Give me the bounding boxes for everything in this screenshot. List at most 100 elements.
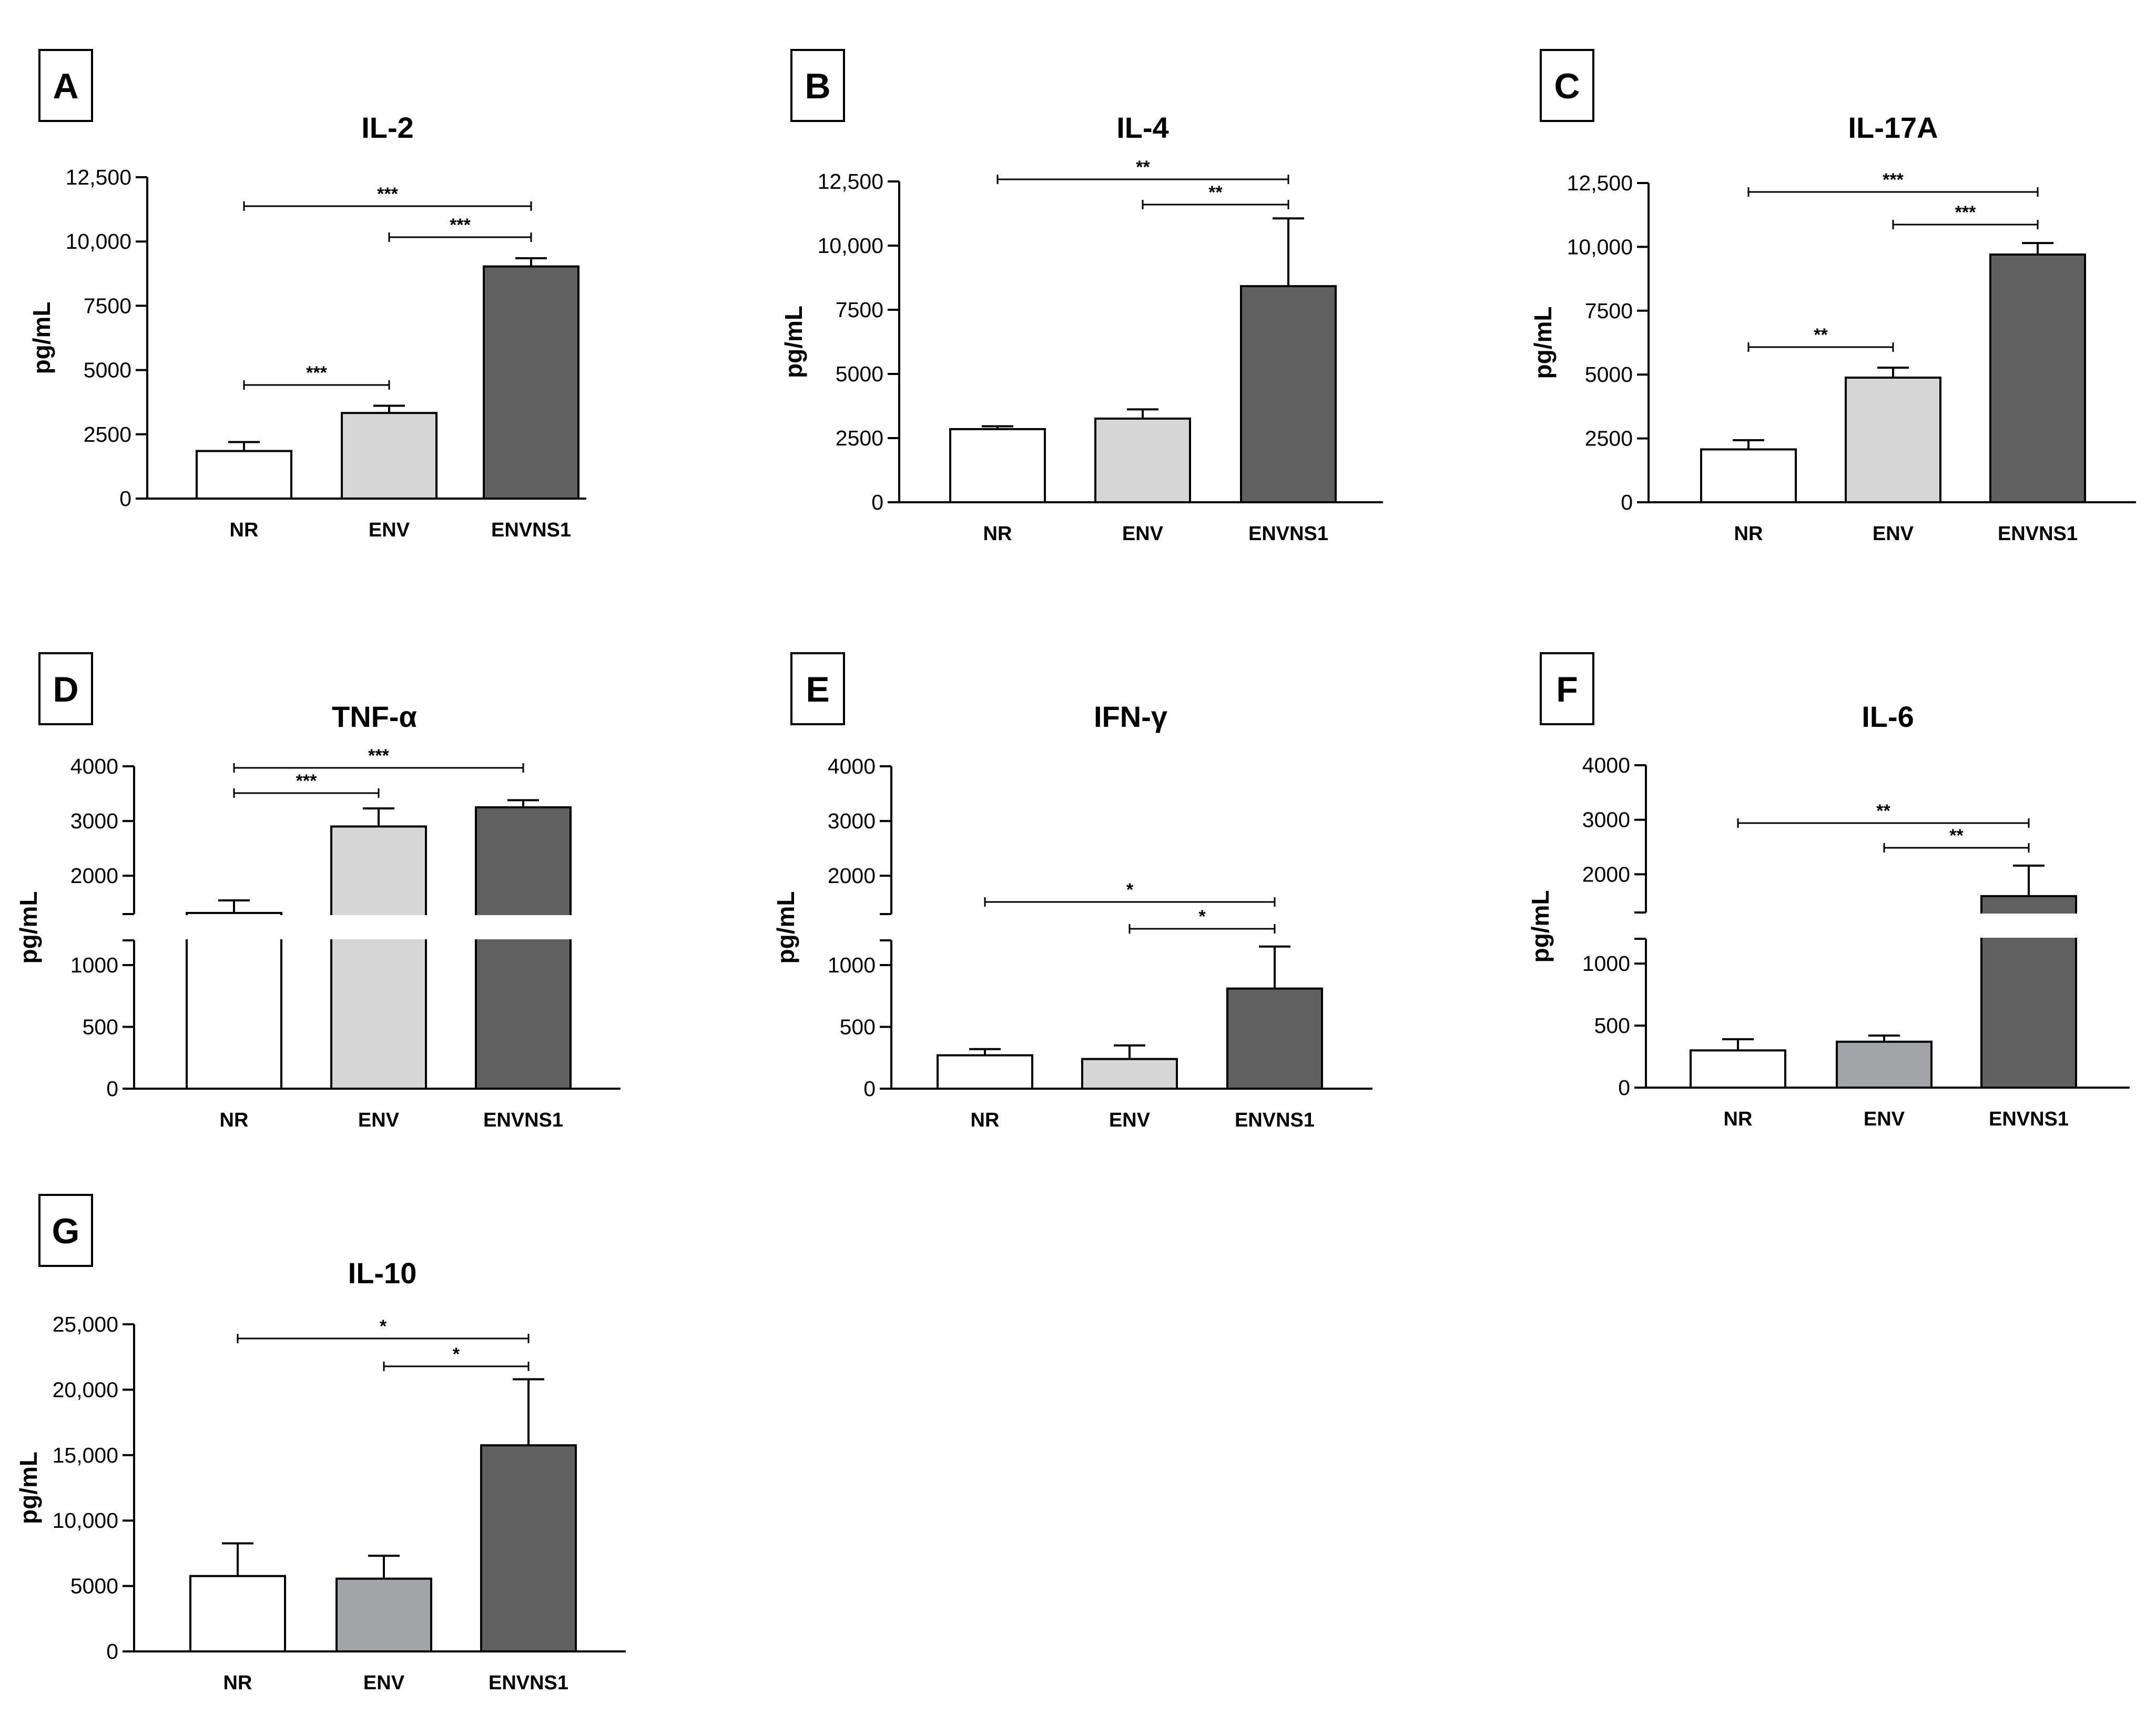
bar-envns1: [483, 265, 579, 500]
panel-label-box: [790, 49, 845, 122]
significance-label: ***: [1883, 170, 1904, 190]
significance-label: *: [453, 1344, 460, 1364]
axis-break-gap: [1630, 914, 2135, 938]
bar-nr: [1690, 1049, 1786, 1089]
x-tick-label: NR: [1734, 523, 1763, 545]
y-axis-label: pg/mL: [780, 306, 807, 378]
y-tick-label: 0: [863, 1077, 876, 1101]
panel-label-box: [38, 652, 93, 725]
bar-nr: [186, 911, 282, 1090]
y-tick-label: 0: [106, 1639, 118, 1664]
y-tick-label: 1000: [1582, 951, 1630, 976]
chart-title: IL-10: [348, 1256, 417, 1290]
y-tick-label: 12,500: [1567, 171, 1633, 195]
x-tick-label: ENV: [363, 1672, 405, 1694]
bar-nr: [949, 428, 1046, 503]
x-tick-label: ENV: [1109, 1109, 1151, 1131]
significance-label: **: [1949, 826, 1964, 846]
y-tick-label: 4000: [1582, 753, 1630, 777]
significance-label: *: [1198, 907, 1206, 927]
significance-label: ***: [377, 184, 398, 204]
x-tick-label: ENVNS1: [491, 519, 571, 541]
y-tick-label: 0: [1621, 490, 1633, 514]
bar-env: [341, 412, 438, 500]
y-axis-label: pg/mL: [1529, 307, 1557, 379]
x-tick-label: ENVNS1: [1248, 523, 1328, 545]
significance-label: *: [1126, 880, 1134, 900]
x-tick-label: NR: [223, 1672, 252, 1694]
panel-label: D: [53, 670, 78, 709]
significance-label: ***: [306, 363, 327, 383]
y-tick-label: 500: [1594, 1013, 1630, 1038]
y-tick-label: 3000: [70, 809, 118, 833]
y-tick-label: 5000: [1585, 362, 1633, 387]
panel-D: D TNF-α 0 500 1000 2000 3000 4000 pg/mL NR ENV ENVN…: [15, 652, 626, 1131]
bar-nr: [1700, 448, 1797, 503]
bar-nr: [189, 1575, 286, 1652]
x-tick-label: NR: [1724, 1108, 1753, 1130]
bar-envns1: [475, 806, 572, 1090]
significance-label: ***: [1955, 202, 1976, 222]
y-tick-label: 4000: [828, 754, 876, 778]
bar-nr: [937, 1054, 1033, 1090]
significance-label: **: [1136, 157, 1150, 177]
panel-A: A IL-2 0 2500 5000 7500 10,000 12,500 pg/mL NR ENV…: [28, 49, 586, 541]
panel-G: G IL-10 0 5000 10,000 15,000 20,000 25,000 pg/mL…: [15, 1194, 626, 1694]
bar-envns1: [1989, 253, 2086, 503]
y-tick-label: 2500: [84, 422, 131, 447]
bar-nr: [196, 450, 292, 500]
y-tick-label: 5000: [70, 1574, 118, 1598]
bar-env: [330, 825, 427, 1090]
panel-label-box: [1540, 652, 1594, 725]
chart-title: TNF-α: [332, 700, 417, 733]
y-tick-label: 2000: [828, 864, 876, 888]
axis-break-gap: [876, 915, 1378, 939]
y-tick-label: 10,000: [1567, 235, 1633, 259]
panel-label: G: [52, 1211, 80, 1251]
y-tick-label: 0: [106, 1077, 118, 1101]
x-tick-label: ENVNS1: [483, 1109, 563, 1131]
x-tick-label: NR: [971, 1109, 1000, 1131]
y-tick-label: 12,500: [818, 169, 883, 194]
y-tick-label: 5000: [84, 358, 131, 382]
panel-label-box: [38, 49, 93, 122]
y-tick-label: 2500: [1585, 427, 1633, 451]
x-tick-label: NR: [983, 523, 1012, 545]
x-tick-label: ENVNS1: [489, 1672, 568, 1694]
y-axis-label: pg/mL: [1527, 890, 1554, 963]
significance-label: ***: [368, 746, 389, 766]
x-tick-label: ENV: [369, 519, 410, 541]
chart-title: IL-2: [361, 111, 414, 144]
y-axis-label: pg/mL: [28, 302, 55, 374]
y-tick-label: 3000: [828, 809, 876, 833]
y-tick-label: 15,000: [53, 1443, 118, 1467]
y-tick-label: 0: [871, 490, 883, 514]
y-tick-label: 3000: [1582, 808, 1630, 832]
x-tick-label: ENV: [1864, 1108, 1905, 1130]
panel-label: E: [806, 670, 829, 709]
y-tick-label: 2000: [1582, 862, 1630, 886]
bar-envns1: [1226, 987, 1323, 1090]
x-tick-label: ENV: [1873, 523, 1914, 545]
panel-label-box: [790, 652, 845, 725]
y-tick-label: 25,000: [53, 1312, 118, 1336]
y-tick-label: 1000: [70, 953, 118, 977]
y-tick-label: 2000: [70, 864, 118, 888]
panel-F: F IL-6 0 500 1000 2000 3000 4000 pg/mL NR ENV ENVNS…: [1527, 652, 2135, 1130]
significance-label: *: [380, 1316, 387, 1336]
bar-envns1: [480, 1444, 577, 1652]
panel-B: B IL-4 0 2500 5000 7500 10,000 12,500 pg/mL NR ENV…: [780, 49, 1383, 545]
panel-label: C: [1554, 66, 1580, 106]
panel-E: E IFN-γ 0 500 1000 2000 3000 4000 pg/mL NR ENV ENVN…: [772, 652, 1378, 1131]
bar-env: [335, 1577, 432, 1653]
x-tick-label: ENV: [1122, 523, 1164, 545]
y-tick-label: 12,500: [66, 165, 131, 189]
panel-label-box: [38, 1194, 93, 1267]
y-tick-label: 20,000: [53, 1377, 118, 1402]
axis-break-gap: [118, 915, 626, 939]
chart-title: IFN-γ: [1094, 700, 1167, 733]
y-tick-label: 500: [83, 1015, 118, 1039]
x-tick-label: ENVNS1: [1989, 1108, 2069, 1130]
y-tick-label: 1000: [828, 953, 876, 977]
